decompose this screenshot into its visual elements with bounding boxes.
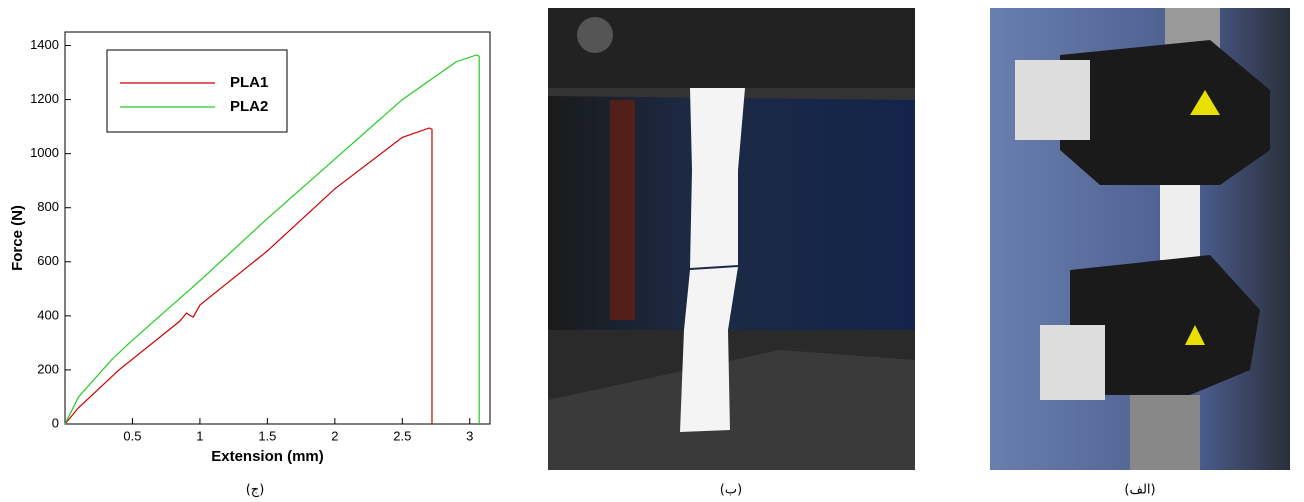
y-tick-label: 200 xyxy=(37,361,59,376)
photo-machine xyxy=(990,8,1290,470)
legend-box xyxy=(107,50,287,132)
caption: (ج) xyxy=(246,483,265,498)
y-axis-label: Force (N) xyxy=(9,205,26,271)
y-tick-label: 1200 xyxy=(30,91,59,106)
y-tick-label: 1000 xyxy=(30,145,59,160)
photo-specimen xyxy=(548,8,915,470)
x-tick-label: 0.5 xyxy=(123,428,141,443)
y-tick-label: 0 xyxy=(52,415,59,430)
x-axis-label: Extension (mm) xyxy=(211,448,324,465)
x-tick-label: 2.5 xyxy=(393,428,411,443)
legend-label: PLA1 xyxy=(230,74,268,91)
x-tick-label: 1 xyxy=(196,428,203,443)
caption: (ب) xyxy=(720,483,742,498)
data-line xyxy=(65,128,432,424)
caption: (الف) xyxy=(1124,483,1155,498)
x-tick-label: 1.5 xyxy=(258,428,276,443)
x-tick-label: 2 xyxy=(331,428,338,443)
y-tick-label: 400 xyxy=(37,307,59,322)
y-tick-label: 800 xyxy=(37,199,59,214)
figure: 0 200 400 600 800 1000 1200 1400 0.5 1 1.5 2 2.5 3 Ext… xyxy=(0,0,1304,502)
legend-label: PLA2 xyxy=(230,98,268,115)
x-tick-label: 3 xyxy=(466,428,473,443)
y-tick-label: 600 xyxy=(37,253,59,268)
y-tick-label: 1400 xyxy=(30,37,59,52)
